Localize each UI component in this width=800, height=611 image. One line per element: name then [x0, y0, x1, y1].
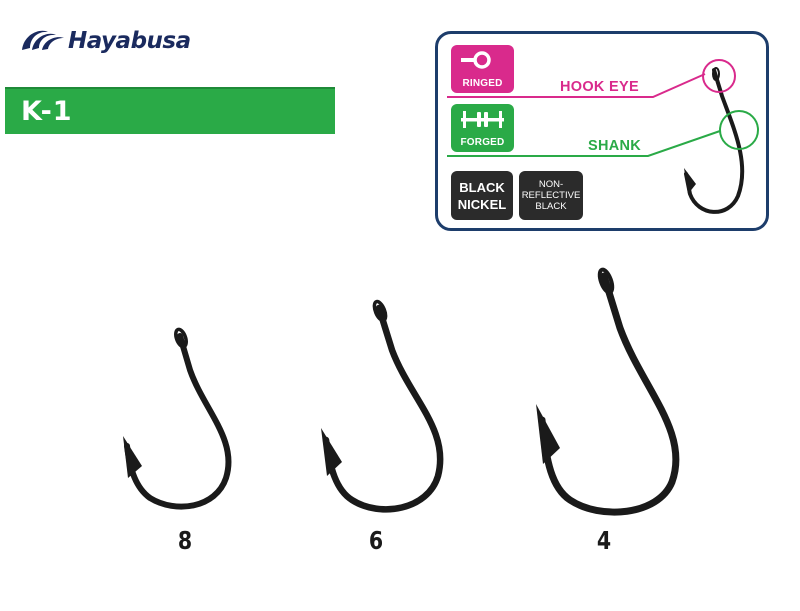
hook-eye-label: HOOK EYE — [560, 79, 639, 95]
hook-size-label: 6 — [368, 526, 384, 555]
model-name: K-1 — [21, 96, 73, 127]
forged-badge: FORGED — [451, 104, 514, 152]
hook-size-8 — [123, 327, 232, 510]
ringed-label: RINGED — [462, 78, 503, 89]
shank-highlight-circle — [719, 110, 759, 150]
diagram-hook — [684, 68, 745, 214]
forged-label: FORGED — [460, 137, 505, 148]
ringed-badge: RINGED — [451, 45, 514, 93]
black-nickel-badge: BLACK NICKEL — [451, 171, 513, 220]
hook-size-label: 4 — [596, 526, 612, 555]
hook-eye-callout-line — [447, 73, 706, 98]
shank-label: SHANK — [588, 138, 642, 154]
brand-logo: Hayabusa — [18, 26, 191, 56]
hook-size-label: 8 — [177, 526, 193, 555]
hook-eye-highlight-circle — [702, 59, 736, 93]
hook-size-6 — [321, 299, 444, 513]
forged-shank-icon — [461, 111, 504, 128]
wave-swirl-logo-icon — [22, 30, 64, 50]
brand-name: Hayabusa — [68, 28, 191, 54]
spec-panel: RINGED FORGED BLACK NICKEL NON- REFLECTI… — [435, 31, 769, 231]
non-reflective-black-badge: NON- REFLECTIVE BLACK — [519, 171, 583, 220]
model-title-bar: K-1 — [5, 87, 335, 134]
ring-eye-icon — [461, 51, 491, 69]
spec-diagram — [447, 59, 759, 214]
hook-size-4 — [536, 267, 680, 516]
shank-callout-line — [447, 130, 721, 157]
